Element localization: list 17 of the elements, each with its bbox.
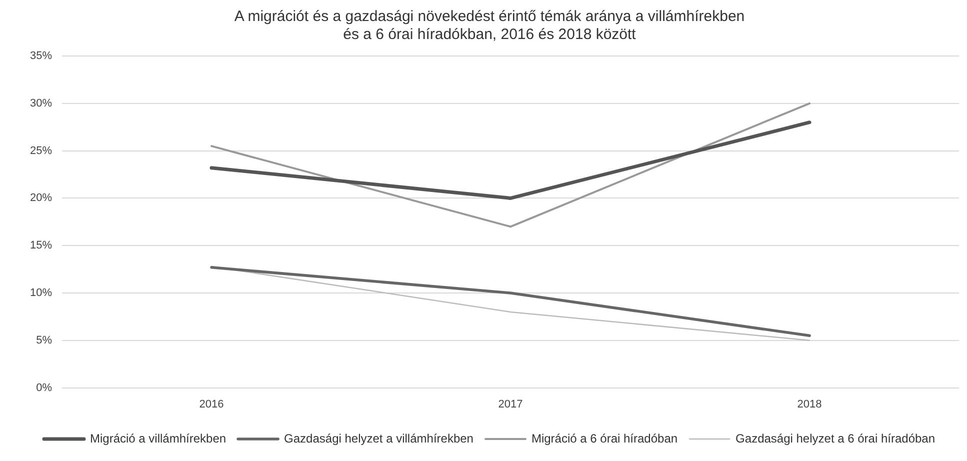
legend-label: Gazdasági helyzet a 6 órai híradóban	[736, 431, 936, 446]
text: A migrációt és a gazdasági növekedést érintő témák aránya a villámhírekben	[234, 8, 745, 26]
x-tick-label: 2016	[199, 398, 224, 410]
y-tick-label: 25%	[30, 144, 52, 157]
legend-label: Migráció a 6 órai híradóban	[531, 431, 678, 446]
y-tick-label: 35%	[30, 50, 52, 62]
y-tick-label: 5%	[36, 334, 52, 346]
y-tick-label: 20%	[30, 192, 52, 204]
y-tick-label: 10%	[30, 287, 52, 300]
y-tick-label: 30%	[30, 97, 52, 110]
x-tick-label: 2017	[498, 398, 523, 410]
x-tick-label: 2018	[797, 398, 822, 410]
legend-label: Gazdasági helyzet a villámhírekben	[284, 431, 474, 446]
y-tick-label: 15%	[30, 240, 52, 252]
legend-label: Migráció a villámhírekben	[90, 431, 226, 446]
text: és a 6 órai híradókban, 2016 és 2018 között	[343, 26, 636, 44]
y-tick-label: 0%	[36, 382, 52, 394]
